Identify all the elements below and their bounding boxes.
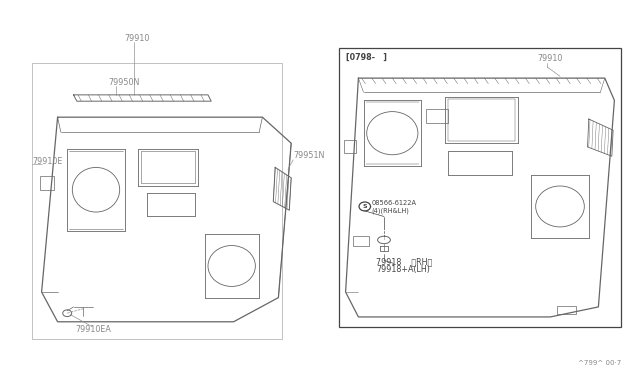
Text: 79910: 79910 — [125, 34, 150, 43]
Text: 08566-6122A: 08566-6122A — [371, 201, 416, 206]
Bar — [40, 176, 54, 190]
Text: ^799^ 00·7: ^799^ 00·7 — [577, 360, 621, 366]
Text: 79910E: 79910E — [32, 157, 62, 166]
Text: [0798-   ]: [0798- ] — [346, 52, 387, 61]
Bar — [426, 109, 448, 123]
Text: 79950N: 79950N — [109, 78, 140, 87]
Text: 79918+A(LH): 79918+A(LH) — [376, 264, 430, 273]
Bar — [32, 63, 282, 339]
Text: 79951N: 79951N — [293, 151, 324, 160]
Bar — [557, 306, 576, 314]
Text: (4)(RH&LH): (4)(RH&LH) — [371, 207, 409, 214]
Text: 79910: 79910 — [538, 54, 563, 63]
Bar — [353, 236, 369, 246]
Text: 79910EA: 79910EA — [76, 325, 111, 334]
Text: 79918    〈RH〉: 79918 〈RH〉 — [376, 257, 433, 266]
Bar — [339, 48, 621, 327]
Text: S: S — [362, 204, 367, 209]
Bar — [344, 140, 356, 153]
